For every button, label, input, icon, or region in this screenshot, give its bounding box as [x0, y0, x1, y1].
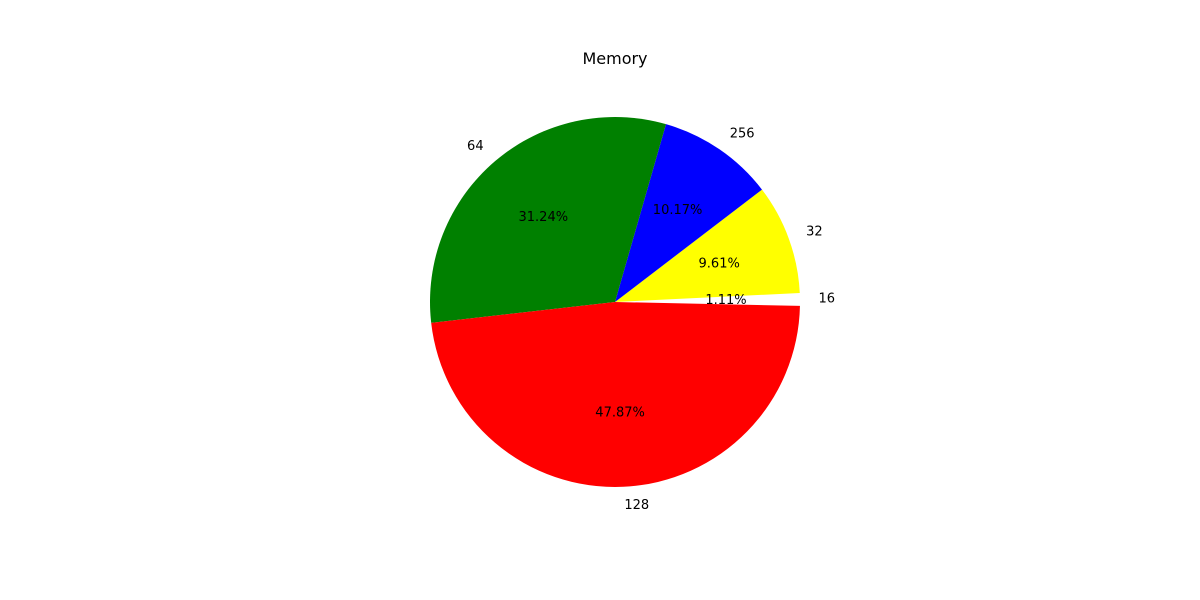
pie-percent-label-32: 9.61% [699, 256, 740, 271]
pie-percent-label-16: 1.11% [705, 293, 746, 308]
pie-slice-64 [430, 116, 666, 323]
pie-category-label-256: 256 [730, 126, 755, 141]
chart-title: Memory [582, 49, 647, 68]
pie-labels: 1.11% 16 9.61% 32 10.17% 256 31.24% 64 47.87% 128 [467, 126, 835, 512]
pie-slices [430, 116, 801, 487]
pie-slice-256 [615, 124, 762, 302]
pie-percent-label-128: 47.87% [595, 405, 645, 420]
pie-category-label-32: 32 [806, 225, 823, 240]
pie-category-label-128: 128 [624, 498, 649, 513]
pie-percent-label-64: 31.24% [519, 210, 569, 225]
pie-category-label-16: 16 [819, 292, 836, 307]
pie-slice-32 [615, 189, 800, 302]
pie-percent-label-256: 10.17% [653, 203, 703, 218]
pie-category-label-64: 64 [467, 139, 484, 154]
pie-slice-128 [431, 302, 800, 487]
pie-slice-16 [615, 292, 801, 306]
